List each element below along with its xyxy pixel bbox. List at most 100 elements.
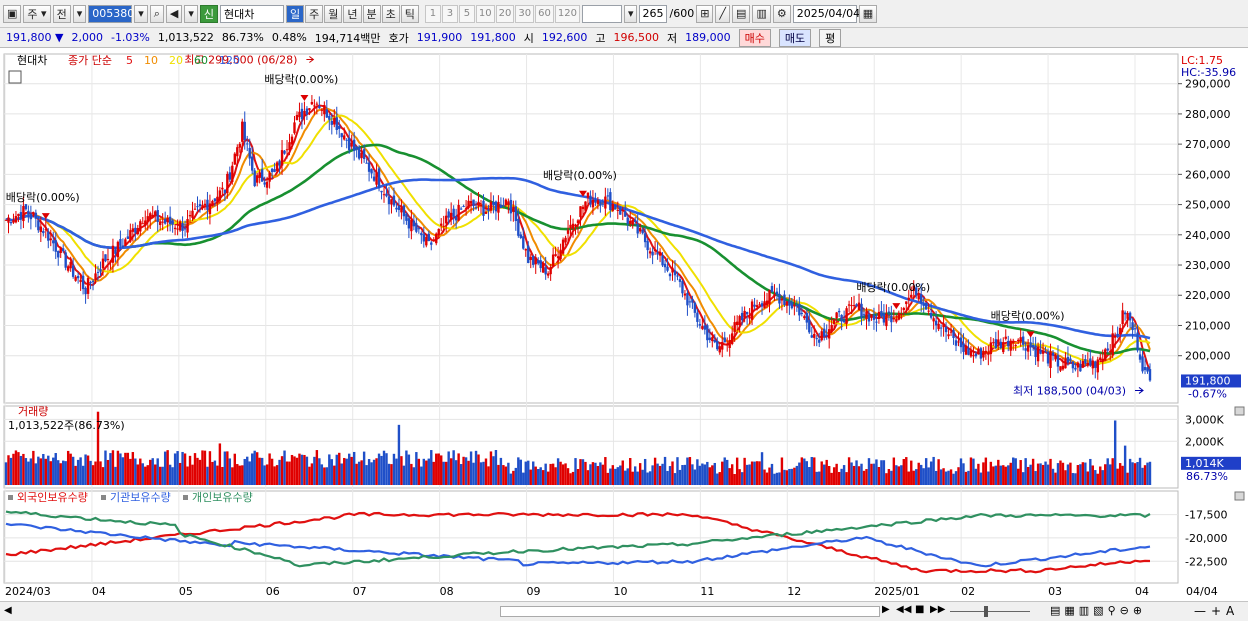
volume-bar [696, 459, 699, 485]
volume-bar [146, 465, 149, 485]
dropdown-icon[interactable]: ▾ [72, 4, 87, 23]
candle [987, 352, 990, 355]
scroll-left-icon[interactable]: ◀ [4, 605, 12, 616]
scroll-right-icon[interactable]: ▶ [882, 604, 890, 615]
candle [974, 353, 978, 357]
window-icon[interactable]: ▣ [3, 4, 22, 23]
interval-3[interactable]: 3 [441, 4, 458, 23]
volume-bar [997, 459, 1000, 485]
volume-bar [915, 469, 918, 485]
volume-bar [1012, 457, 1015, 485]
candle [1002, 342, 1005, 353]
candle [417, 228, 421, 230]
volume-bar [178, 462, 182, 485]
interval-5[interactable]: 5 [458, 4, 475, 23]
volume-bar [81, 465, 85, 485]
save-icon[interactable]: ▤ [732, 4, 751, 23]
last-icon[interactable]: ▶▶ [930, 604, 946, 615]
date-input[interactable]: 2025/04/04 [792, 4, 860, 23]
interval-1[interactable]: 1 [424, 4, 441, 23]
prev-button[interactable]: 전 [52, 4, 71, 23]
tab-틱[interactable]: 틱 [400, 4, 419, 23]
tab-일[interactable]: 일 [286, 4, 305, 23]
volume-bar [974, 468, 978, 485]
period-mode-select[interactable]: 주 ▾ [23, 4, 51, 23]
volume-bar [149, 459, 152, 485]
candle [1016, 339, 1020, 341]
tab-분[interactable]: 분 [362, 4, 381, 23]
grid-toggle-icon[interactable] [8, 70, 22, 84]
volume-bar [1016, 468, 1020, 485]
interval-dropdown-icon[interactable]: ▾ [623, 4, 638, 23]
print-icon[interactable]: ▥ [752, 4, 771, 23]
candle [997, 339, 1000, 344]
candle [22, 206, 25, 222]
legend-marker [8, 495, 13, 500]
draw-icon[interactable]: ╱ [715, 4, 731, 23]
candle [1138, 354, 1142, 360]
candle [768, 290, 771, 305]
volume-bar [283, 450, 286, 485]
volume-bar [484, 458, 488, 485]
sell-button[interactable]: 매도 [778, 28, 812, 47]
volume-bar [350, 456, 353, 485]
gear-icon[interactable]: ⚙ [772, 4, 791, 23]
volume-bar [449, 458, 453, 485]
volume-bar [89, 460, 92, 485]
volume-bar [584, 461, 587, 485]
close-icon[interactable] [1234, 406, 1245, 416]
list-icon[interactable]: ▾ [184, 4, 198, 23]
volume-bar [770, 463, 774, 485]
volume-bar [832, 467, 836, 485]
speaker-icon[interactable]: ◀ [165, 4, 183, 23]
candle [959, 337, 963, 348]
interval-10[interactable]: 10 [475, 4, 495, 23]
tab-초[interactable]: 초 [381, 4, 400, 23]
stock-name-field[interactable]: 현대차 [220, 4, 285, 23]
zoom-icons[interactable]: —+A [1194, 604, 1240, 618]
code-dropdown-icon[interactable]: ▾ [134, 4, 148, 23]
close-icon[interactable] [1234, 491, 1245, 501]
search-icon[interactable]: ⌕ [149, 4, 164, 23]
zoom-slider[interactable] [950, 611, 1030, 612]
scroll-thumb[interactable] [500, 606, 880, 617]
interval-input[interactable] [581, 4, 622, 23]
volume-bar [614, 468, 617, 485]
volume-bar [723, 457, 726, 485]
ma-legend-10: 10 [144, 54, 158, 67]
first-icon[interactable]: ◀◀ [896, 604, 912, 615]
volume-bar [14, 450, 18, 485]
indicator-icon[interactable]: ⊞ [696, 4, 714, 23]
avg-button[interactable]: 평 [819, 28, 842, 47]
stock-code-input[interactable]: 005380 [88, 4, 134, 23]
interval-buttons: 1 3 5 10 20 30 60 120 [424, 4, 580, 23]
tab-년[interactable]: 년 [343, 4, 362, 23]
candle [300, 108, 304, 120]
interval-30[interactable]: 30 [515, 4, 535, 23]
tab-월[interactable]: 월 [324, 4, 343, 23]
volume-bar [106, 459, 110, 485]
interval-20[interactable]: 20 [495, 4, 515, 23]
candle [718, 346, 721, 353]
horizontal-scrollbar[interactable]: ◀ ▶ ◀◀ ■ ▶▶ ▤▦▥▧⚲⊖⊕ —+A [0, 601, 1248, 621]
calendar-icon[interactable]: ▦ [858, 4, 878, 23]
tool-icons[interactable]: ▤▦▥▧⚲⊖⊕ [1050, 604, 1147, 617]
count-input[interactable]: 265 [639, 4, 668, 23]
buy-button[interactable]: 매수 [738, 28, 771, 47]
volume-bar [17, 452, 20, 485]
interval-120[interactable]: 120 [554, 4, 580, 23]
bid-price: 191,800 [470, 31, 516, 44]
candle [19, 212, 23, 220]
volume-bar [114, 466, 117, 485]
interval-60[interactable]: 60 [535, 4, 554, 23]
candle [1136, 332, 1139, 351]
zoom-handle[interactable] [984, 606, 988, 617]
stop-icon[interactable]: ■ [915, 604, 925, 615]
candle [711, 337, 714, 342]
ma-legend-label: 종가 단순 [68, 54, 112, 67]
volume-bar [643, 458, 647, 485]
tab-주[interactable]: 주 [305, 4, 324, 23]
candle [176, 228, 179, 230]
candle [837, 310, 841, 313]
